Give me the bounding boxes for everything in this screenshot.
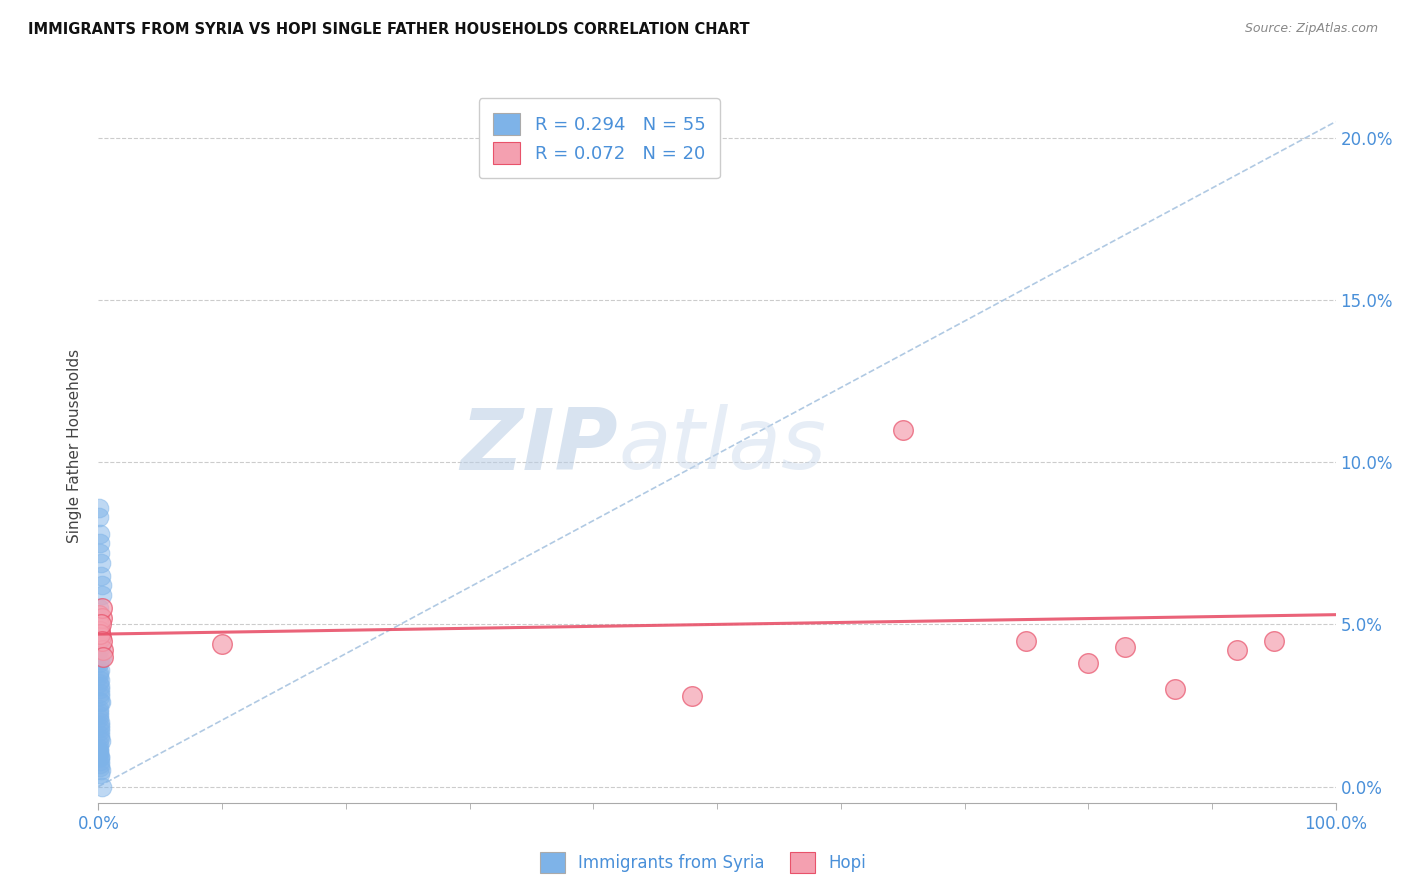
Legend: R = 0.294   N = 55, R = 0.072   N = 20: R = 0.294 N = 55, R = 0.072 N = 20 bbox=[478, 98, 720, 178]
Point bbox=[1114, 640, 1136, 654]
Point bbox=[89, 750, 111, 764]
Point bbox=[90, 611, 112, 625]
Point bbox=[91, 588, 114, 602]
Point bbox=[91, 780, 114, 794]
Point bbox=[87, 657, 110, 671]
Point bbox=[90, 649, 112, 664]
Text: ZIP: ZIP bbox=[460, 404, 619, 488]
Point bbox=[89, 526, 111, 541]
Point bbox=[211, 637, 233, 651]
Point bbox=[89, 728, 111, 742]
Point bbox=[891, 423, 914, 437]
Point bbox=[89, 744, 111, 758]
Point bbox=[89, 750, 111, 764]
Text: IMMIGRANTS FROM SYRIA VS HOPI SINGLE FATHER HOUSEHOLDS CORRELATION CHART: IMMIGRANTS FROM SYRIA VS HOPI SINGLE FAT… bbox=[28, 22, 749, 37]
Point bbox=[1226, 643, 1249, 657]
Point bbox=[89, 682, 111, 697]
Point bbox=[90, 633, 112, 648]
Point bbox=[89, 760, 111, 774]
Point bbox=[90, 631, 112, 645]
Point bbox=[89, 689, 111, 703]
Point bbox=[89, 500, 111, 515]
Y-axis label: Single Father Households: Single Father Households bbox=[67, 349, 83, 543]
Point bbox=[90, 640, 112, 654]
Point bbox=[90, 578, 112, 592]
Point bbox=[89, 724, 111, 739]
Point bbox=[93, 643, 115, 657]
Text: atlas: atlas bbox=[619, 404, 827, 488]
Point bbox=[89, 731, 111, 745]
Point bbox=[90, 764, 112, 778]
Point bbox=[87, 740, 110, 755]
Point bbox=[89, 617, 111, 632]
Point bbox=[89, 536, 111, 550]
Point bbox=[90, 556, 112, 570]
Point bbox=[1263, 633, 1285, 648]
Point bbox=[89, 756, 111, 771]
Text: Source: ZipAtlas.com: Source: ZipAtlas.com bbox=[1244, 22, 1378, 36]
Point bbox=[89, 675, 111, 690]
Point bbox=[89, 627, 111, 641]
Point bbox=[89, 673, 111, 687]
Point bbox=[90, 568, 112, 582]
Point bbox=[89, 695, 111, 709]
Point bbox=[89, 721, 111, 735]
Point bbox=[87, 669, 110, 683]
Point bbox=[87, 705, 110, 719]
Point bbox=[87, 624, 110, 638]
Legend: Immigrants from Syria, Hopi: Immigrants from Syria, Hopi bbox=[533, 846, 873, 880]
Point bbox=[91, 649, 114, 664]
Point bbox=[87, 510, 110, 524]
Point bbox=[89, 714, 111, 729]
Point bbox=[89, 718, 111, 732]
Point bbox=[87, 702, 110, 716]
Point bbox=[90, 734, 112, 748]
Point bbox=[89, 663, 111, 677]
Point bbox=[87, 738, 110, 752]
Point bbox=[89, 685, 111, 699]
Point bbox=[1015, 633, 1038, 648]
Point bbox=[89, 624, 111, 638]
Point bbox=[89, 643, 111, 657]
Point bbox=[89, 747, 111, 761]
Point bbox=[89, 766, 111, 780]
Point bbox=[91, 601, 114, 615]
Point bbox=[681, 689, 703, 703]
Point bbox=[89, 621, 111, 635]
Point bbox=[89, 679, 111, 693]
Point bbox=[87, 607, 110, 622]
Point bbox=[89, 653, 111, 667]
Point bbox=[89, 666, 111, 681]
Point bbox=[90, 617, 112, 632]
Point bbox=[87, 601, 110, 615]
Point bbox=[90, 695, 112, 709]
Point bbox=[89, 633, 111, 648]
Point bbox=[89, 711, 111, 725]
Point bbox=[1077, 657, 1099, 671]
Point bbox=[89, 744, 111, 758]
Point bbox=[89, 631, 111, 645]
Point bbox=[89, 708, 111, 723]
Point bbox=[1164, 682, 1187, 697]
Point bbox=[89, 754, 111, 768]
Point bbox=[89, 611, 111, 625]
Point bbox=[89, 546, 111, 560]
